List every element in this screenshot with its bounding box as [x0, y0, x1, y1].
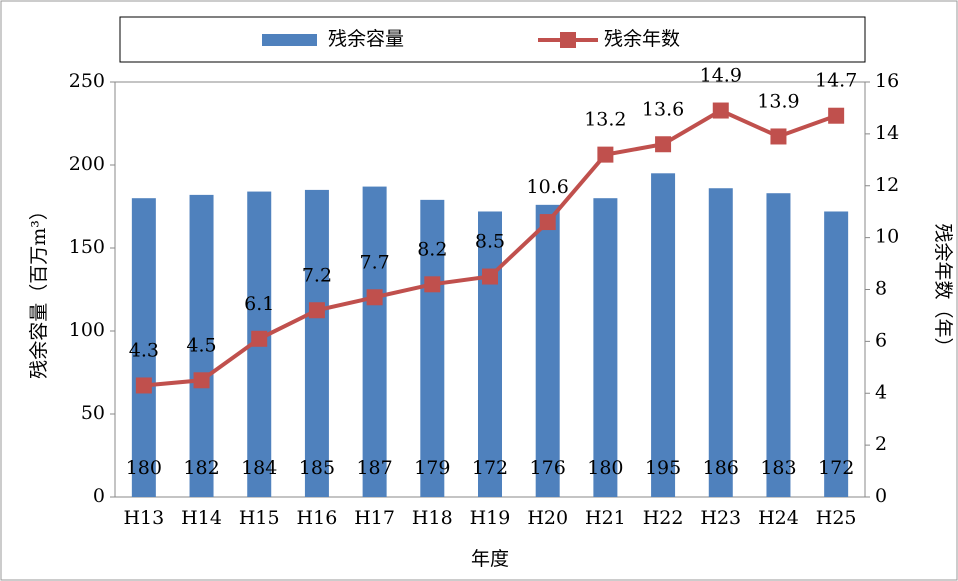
x-tick-label: H14 [181, 507, 222, 529]
y2-axis-title: 残余年数（年） [932, 223, 954, 356]
line-marker [539, 214, 556, 231]
line-value-label: 8.2 [417, 238, 447, 260]
x-tick-label: H19 [470, 507, 511, 529]
line-value-label: 8.5 [475, 231, 505, 253]
y2-tick-label: 8 [875, 278, 887, 300]
x-tick-label: H25 [816, 507, 857, 529]
legend-label: 残余年数 [604, 28, 680, 50]
bar-value-label: 180 [126, 457, 162, 479]
bar [420, 199, 445, 498]
line-marker [482, 268, 498, 285]
legend-box [119, 16, 866, 63]
bar [824, 211, 849, 498]
legend-swatch [262, 34, 317, 46]
x-tick-label: H15 [239, 507, 280, 529]
line-marker [135, 377, 152, 394]
line-value-label: 4.5 [186, 334, 216, 356]
x-tick-label: H23 [700, 507, 741, 529]
bar-value-label: 172 [818, 457, 854, 479]
bar-value-label: 184 [241, 457, 277, 479]
bar-value-label: 182 [183, 457, 219, 479]
line-marker [655, 136, 672, 153]
bar [362, 186, 387, 497]
bar [766, 193, 791, 497]
x-tick-label: H13 [123, 507, 164, 529]
y2-tick-label: 0 [875, 485, 887, 507]
line-marker [366, 289, 383, 306]
y2-tick-label: 2 [875, 433, 887, 455]
legend-swatch-marker [560, 32, 576, 48]
line-marker [251, 330, 268, 347]
line-value-label: 4.3 [129, 339, 159, 361]
bar-value-label: 179 [414, 457, 450, 479]
y2-tick-label: 4 [875, 381, 887, 403]
line-marker [308, 302, 325, 319]
y2-tick-label: 16 [875, 70, 899, 92]
y2-tick-label: 10 [875, 226, 899, 248]
bar [478, 211, 502, 498]
legend-label: 残余容量 [328, 28, 404, 50]
line-value-label: 14.7 [815, 70, 857, 92]
line-marker [828, 107, 845, 124]
bar [131, 198, 156, 497]
y-tick-label: 150 [69, 236, 105, 258]
line-value-label: 14.9 [700, 65, 742, 87]
y-axis-title: 残余容量（百万m³） [28, 201, 50, 379]
line-marker [770, 128, 787, 145]
y2-tick-label: 6 [875, 329, 887, 351]
line-value-label: 7.7 [360, 251, 390, 273]
bar [593, 198, 618, 497]
y-tick-label: 200 [69, 153, 105, 175]
y-tick-label: 50 [81, 402, 105, 424]
x-axis-title: 年度 [471, 548, 509, 570]
y2-tick-label: 14 [875, 122, 899, 144]
bar-value-label: 172 [472, 457, 508, 479]
bar-value-label: 180 [587, 457, 623, 479]
x-tick-label: H21 [585, 507, 626, 529]
bar [535, 204, 560, 497]
line-marker [424, 276, 441, 293]
line-value-label: 13.6 [642, 98, 684, 120]
line-value-label: 13.2 [584, 109, 626, 131]
bar [651, 173, 676, 498]
bar-value-label: 195 [645, 457, 681, 479]
x-tick-label: H22 [643, 507, 684, 529]
x-tick-label: H16 [297, 507, 338, 529]
x-tick-label: H20 [527, 507, 568, 529]
y2-tick-label: 12 [875, 174, 899, 196]
x-tick-label: H24 [758, 507, 799, 529]
bar-value-label: 185 [299, 457, 335, 479]
y-tick-label: 0 [93, 485, 105, 507]
line-marker [712, 102, 729, 119]
bar-value-label: 187 [356, 457, 392, 479]
x-tick-label: H18 [412, 507, 453, 529]
line-value-label: 6.1 [244, 293, 274, 315]
x-tick-label: H17 [354, 507, 395, 529]
line-marker [597, 146, 614, 163]
bar-value-label: 176 [530, 457, 566, 479]
bar [189, 194, 214, 497]
bar-value-label: 186 [703, 457, 739, 479]
y-tick-label: 250 [69, 70, 105, 92]
line-value-label: 10.6 [527, 176, 569, 198]
y-tick-label: 100 [69, 319, 105, 341]
line-value-label: 7.2 [302, 264, 332, 286]
bar-value-label: 183 [760, 457, 796, 479]
bar [708, 188, 733, 498]
bar [304, 189, 329, 497]
line-value-label: 13.9 [757, 90, 799, 112]
line-marker [193, 372, 210, 389]
